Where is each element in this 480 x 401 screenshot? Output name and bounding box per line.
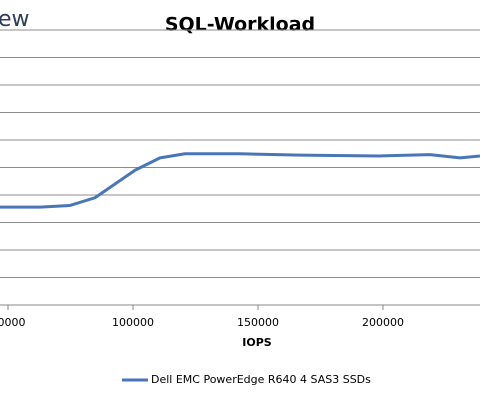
x-tick-label: 200000 bbox=[362, 316, 404, 329]
x-tick-label: 50000 bbox=[0, 316, 26, 329]
chart-title: SQL-Workload bbox=[165, 14, 315, 36]
data-line bbox=[0, 152, 480, 209]
x-tick-label: 100000 bbox=[112, 316, 154, 329]
x-axis-label: IOPS bbox=[242, 336, 272, 349]
x-tick-label: 150000 bbox=[237, 316, 279, 329]
brand-logo: ew bbox=[0, 7, 30, 32]
legend-label: Dell EMC PowerEdge R640 4 SAS3 SSDs bbox=[151, 373, 371, 386]
